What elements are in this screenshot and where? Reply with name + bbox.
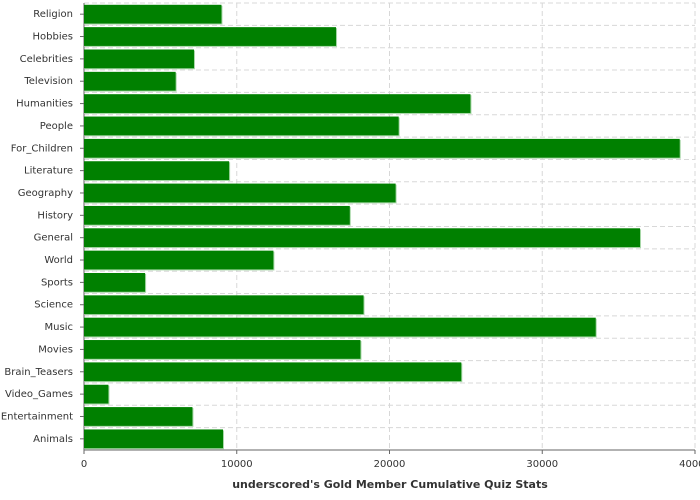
- y-tick-label: Television: [23, 76, 73, 87]
- y-tick-label: World: [44, 255, 73, 266]
- y-tick-label: Brain_Teasers: [4, 367, 73, 378]
- y-tick-label: Movies: [38, 344, 73, 355]
- x-axis-title: underscored's Gold Member Cumulative Qui…: [232, 478, 548, 491]
- bar: [84, 49, 194, 69]
- bar: [84, 183, 396, 203]
- y-tick-label: Hobbies: [33, 32, 73, 43]
- bar: [84, 429, 224, 449]
- y-tick-label: Music: [45, 322, 73, 333]
- x-tick-label: 40000: [679, 459, 700, 470]
- y-tick-label: General: [34, 233, 73, 244]
- bar: [84, 317, 596, 337]
- bar: [84, 4, 222, 24]
- x-tick-label: 10000: [221, 459, 253, 470]
- bar: [84, 295, 364, 315]
- bar: [84, 161, 230, 181]
- y-tick-label: History: [37, 210, 73, 221]
- bar: [84, 71, 176, 91]
- bar: [84, 116, 399, 136]
- y-tick-label: Celebrities: [20, 54, 73, 65]
- y-tick-label: Animals: [33, 434, 73, 445]
- y-tick-label: Video_Games: [5, 389, 73, 400]
- bar: [84, 27, 337, 46]
- bar: [84, 94, 471, 113]
- y-tick-label: Entertainment: [1, 411, 73, 422]
- bar: [84, 205, 350, 225]
- bar: [84, 138, 680, 158]
- x-tick-label: 30000: [526, 459, 558, 470]
- bar: [84, 272, 146, 292]
- bar: [84, 362, 462, 382]
- bar: [84, 384, 109, 404]
- y-tick-label: Science: [34, 300, 73, 311]
- bar: [84, 340, 361, 359]
- x-tick-label: 0: [81, 459, 87, 470]
- bar: [84, 407, 193, 426]
- y-tick-label: Religion: [33, 9, 73, 20]
- y-tick-label: Sports: [41, 277, 73, 288]
- bar: [84, 228, 641, 248]
- x-tick-label: 20000: [374, 459, 406, 470]
- y-tick-label: Geography: [18, 188, 73, 199]
- bar: [84, 250, 274, 270]
- y-tick-label: For_Children: [11, 143, 73, 154]
- y-tick-label: Humanities: [16, 99, 73, 110]
- y-tick-label: People: [40, 121, 73, 132]
- y-tick-label: Literature: [24, 166, 73, 177]
